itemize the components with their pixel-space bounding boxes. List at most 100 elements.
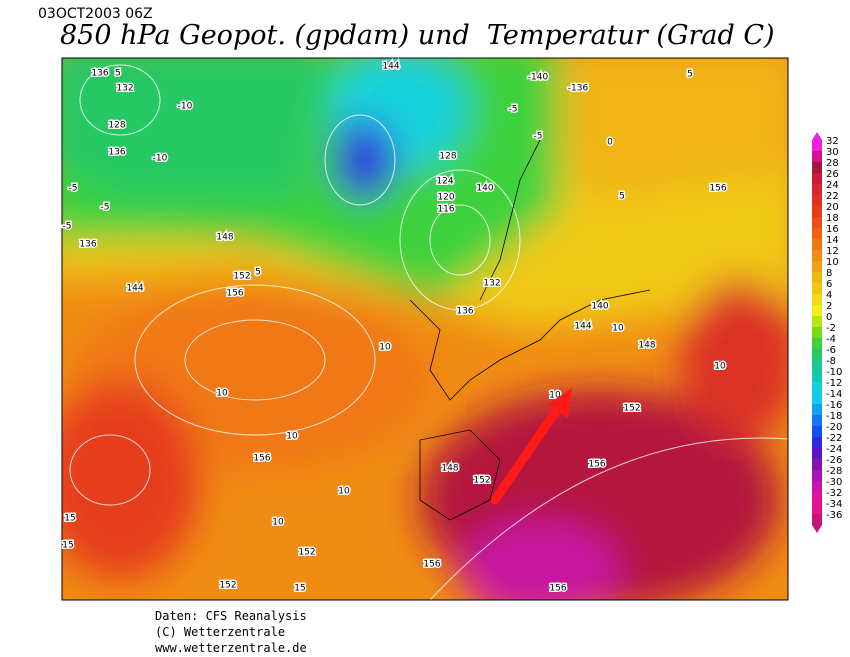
contour-label: 156 [709, 184, 726, 194]
colorbar-label: -24 [826, 444, 842, 455]
contour-label: -5 [63, 222, 72, 232]
colorbar-label: -18 [826, 411, 842, 422]
contour-label: 5 [687, 70, 693, 80]
colorbar-label: -4 [826, 334, 836, 345]
colorbar-label: -12 [826, 378, 842, 389]
colorbar-segment [812, 448, 822, 459]
footer-line: (C) Wetterzentrale [155, 625, 285, 639]
contour-label: 156 [253, 454, 270, 464]
colorbar-segment [812, 382, 822, 393]
colorbar-label: 10 [826, 257, 839, 268]
colorbar-label: 0 [826, 312, 832, 323]
colorbar-label: 18 [826, 213, 839, 224]
contour-label: -5 [509, 105, 518, 115]
colorbar-label: -10 [826, 367, 842, 378]
contour-label: 10 [379, 343, 391, 353]
map [62, 58, 788, 600]
colorbar-label: 4 [826, 290, 832, 301]
contour-label: 152 [623, 404, 640, 414]
contour-label: 144 [126, 284, 143, 294]
colorbar-label: -6 [826, 345, 836, 356]
contour-label: -10 [153, 154, 168, 164]
colorbar-label: -36 [826, 510, 842, 521]
colorbar-segment [812, 492, 822, 503]
contour-label: 156 [549, 584, 566, 594]
arrow [490, 400, 565, 505]
contour-label: 116 [437, 205, 454, 215]
contour-label: 124 [436, 177, 453, 187]
colorbar-label: 26 [826, 169, 839, 180]
colorbar-label: 14 [826, 235, 839, 246]
colorbar-segment [812, 459, 822, 470]
colorbar-label: -16 [826, 400, 842, 411]
footer-line: www.wetterzentrale.de [155, 641, 307, 655]
contour-label: 132 [483, 279, 500, 289]
contour-label: 128 [108, 121, 125, 131]
contour-label: 140 [591, 302, 608, 312]
colorbar-label: 6 [826, 279, 832, 290]
colorbar-label: 32 [826, 136, 839, 147]
contour-label: 128 [439, 152, 456, 162]
colorbar-label: -30 [826, 477, 842, 488]
contour-label: 0 [607, 138, 613, 148]
colorbar-label: 8 [826, 268, 832, 279]
contour-label: 5 [619, 192, 625, 202]
contour-label: 148 [441, 464, 458, 474]
colorbar-segment [812, 481, 822, 492]
contour-label: 15 [294, 584, 305, 594]
contour-label: 156 [226, 289, 243, 299]
footer-line: Daten: CFS Reanalysis [155, 609, 307, 623]
contour-label: 15 [62, 541, 73, 551]
contour-label: 5 [115, 69, 121, 79]
colorbar-segment [812, 360, 822, 371]
contour-label: 120 [437, 193, 454, 203]
contour-label: -10 [178, 102, 193, 112]
contour-label: 140 [476, 184, 493, 194]
colorbar-segment [812, 404, 822, 415]
contour-label: 156 [588, 460, 605, 470]
contour-label: 152 [233, 272, 250, 282]
contour-label: -5 [534, 132, 543, 142]
map-frame [61, 57, 789, 601]
contour-label: 132 [116, 84, 133, 94]
contour-label: 5 [255, 268, 261, 278]
colorbar-segment [812, 261, 822, 272]
colorbar-segment [812, 503, 822, 514]
colorbar-segment [812, 294, 822, 305]
contour-label: 148 [638, 341, 655, 351]
contour-label: 136 [79, 240, 96, 250]
colorbar-segment [812, 173, 822, 184]
colorbar-cap [812, 132, 822, 140]
colorbar-segment [812, 470, 822, 481]
colorbar-label: -26 [826, 455, 842, 466]
colorbar-segment [812, 316, 822, 327]
colorbar-segment [812, 393, 822, 404]
colorbar-segment [812, 206, 822, 217]
colorbar-segment [812, 272, 822, 283]
colorbar-segment [812, 140, 822, 151]
arrow-head [548, 388, 572, 418]
colorbar-segment [812, 228, 822, 239]
contour-label: 10 [714, 362, 726, 372]
contour-label: 152 [298, 548, 315, 558]
colorbar-label: -34 [826, 499, 842, 510]
colorbar-segment [812, 415, 822, 426]
colorbar-label: 20 [826, 202, 839, 213]
contour-label: 15 [64, 514, 75, 524]
contour-label: 10 [286, 432, 298, 442]
colorbar-segment [812, 327, 822, 338]
colorbar-label: 22 [826, 191, 839, 202]
contour-label: -136 [568, 84, 589, 94]
contour-label: 152 [219, 581, 236, 591]
date: 03OCT2003 06Z [38, 6, 153, 22]
title: 850 hPa Geopot. (gpdam) und Temperatur (… [60, 20, 775, 51]
colorbar-label: 30 [826, 147, 839, 158]
colorbar-segment [812, 250, 822, 261]
colorbar-segment [812, 305, 822, 316]
colorbar-label: -8 [826, 356, 836, 367]
colorbar-segment [812, 437, 822, 448]
contour-label: 156 [423, 560, 440, 570]
colorbar-segment [812, 283, 822, 294]
contour-label: -5 [101, 203, 110, 213]
